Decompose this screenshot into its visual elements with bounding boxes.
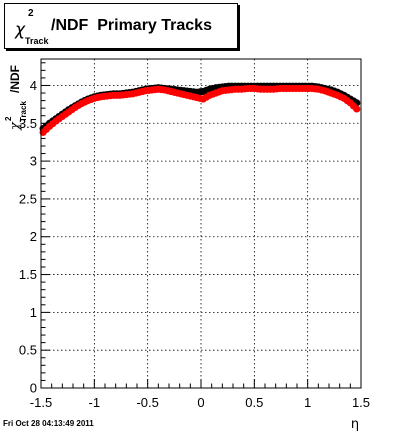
footer-timestamp: Fri Oct 28 04:13:49 2011 <box>3 419 94 428</box>
data-point <box>337 93 345 101</box>
x-tick-label: 0.5 <box>245 395 263 410</box>
data-point <box>279 84 287 93</box>
data-point <box>151 86 159 94</box>
x-tick-label: 0 <box>197 395 204 410</box>
data-point <box>260 85 268 93</box>
data-point <box>81 98 89 106</box>
data-point <box>132 89 140 97</box>
data-point <box>189 93 198 101</box>
x-tick-label: -1 <box>89 395 101 410</box>
data-point <box>61 110 70 118</box>
data-point <box>125 90 134 98</box>
data-point <box>100 92 108 101</box>
data-point <box>305 84 313 93</box>
data-point <box>202 93 210 101</box>
title-subscript: Track <box>25 36 49 46</box>
data-point <box>113 91 121 99</box>
data-point <box>170 88 178 96</box>
y-tick-label: 3.5 <box>19 116 37 131</box>
y-tick-label: 0.5 <box>19 343 37 358</box>
data-point <box>298 84 306 93</box>
data-point <box>330 90 338 98</box>
data-point <box>228 86 236 94</box>
data-point <box>68 106 76 114</box>
data-point <box>241 85 249 93</box>
data-point <box>55 115 63 123</box>
y-tick-label: 2.5 <box>19 191 37 206</box>
data-point <box>196 88 204 96</box>
y-tick-label: 3 <box>30 154 37 169</box>
data-point <box>221 86 230 94</box>
y-tick-label: 1.5 <box>19 267 37 282</box>
chart-title: /NDF Primary Tracks <box>51 17 212 34</box>
data-point <box>183 91 191 99</box>
data-point <box>49 120 57 128</box>
data-point <box>87 95 95 104</box>
data-point <box>42 125 50 133</box>
y-axis-label-sub: Track <box>19 101 28 122</box>
y-axis-label-rest: /NDF <box>8 65 22 93</box>
data-point <box>196 94 204 102</box>
data-point <box>234 85 242 93</box>
title-chi-symbol: χ <box>15 20 26 40</box>
x-tick-label: -0.5 <box>136 395 158 410</box>
data-point <box>343 96 351 105</box>
x-tick-label: 1 <box>304 395 311 410</box>
data-point <box>215 88 223 96</box>
x-tick-label: 1.5 <box>352 395 370 410</box>
data-point <box>311 85 319 93</box>
data-point <box>74 101 82 110</box>
data-point <box>164 87 172 95</box>
data-point <box>157 86 166 94</box>
data-point <box>247 84 255 93</box>
data-point <box>145 86 153 94</box>
data-point <box>253 85 262 93</box>
plot-frame <box>40 58 362 389</box>
data-point <box>349 102 358 110</box>
data-point <box>266 85 274 93</box>
data-point <box>93 93 102 102</box>
y-tick-label: 1 <box>30 305 37 320</box>
data-point <box>209 90 217 98</box>
chart-title-box: χ 2 Track /NDF Primary Tracks <box>4 3 238 49</box>
y-axis-label: χ2 Track/NDF <box>4 65 28 131</box>
y-tick-label: 0 <box>30 381 37 396</box>
y-tick-label: 4 <box>30 78 37 93</box>
data-point <box>106 92 114 100</box>
x-tick-label: -1.5 <box>30 395 52 410</box>
data-point <box>138 87 146 96</box>
title-superscript: 2 <box>28 8 34 19</box>
y-tick-label: 2 <box>30 229 37 244</box>
data-point <box>273 85 281 93</box>
data-point <box>292 84 300 93</box>
y-axis-label-sup: 2 <box>4 116 13 121</box>
y-axis-label-chi: χ <box>8 121 23 131</box>
data-point <box>119 91 127 99</box>
data-point <box>317 86 326 94</box>
data-point <box>324 88 332 96</box>
data-point <box>177 90 185 98</box>
x-axis-label: η <box>351 417 359 432</box>
data-point <box>285 84 294 93</box>
